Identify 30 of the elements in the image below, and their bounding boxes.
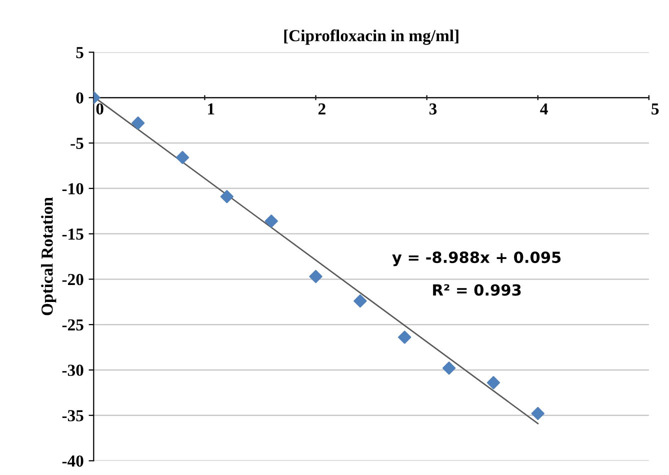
x-tick-label: 5 — [652, 104, 659, 115]
point — [531, 406, 544, 420]
y-tick-label: -40 — [62, 455, 84, 467]
x-tick-label: 0 — [96, 103, 104, 115]
y-tick-label: 5 — [76, 47, 84, 58]
point — [398, 330, 412, 344]
point — [442, 362, 456, 375]
y-axis-title: Optical Rotation — [41, 197, 56, 316]
x-tick-label: 2 — [318, 103, 326, 114]
annotation: R² = 0.993 — [433, 284, 521, 296]
point — [220, 190, 234, 204]
y-tick-label: 0 — [76, 92, 84, 104]
y-tick-label: -30 — [62, 364, 84, 376]
y-tick-label: -25 — [62, 319, 84, 331]
y-tick-label: -10 — [62, 183, 84, 194]
point — [486, 376, 500, 390]
annotation: y = -8.988x + 0.095 — [392, 252, 561, 266]
chart-title: [Ciprofloxacin in mg/ml] — [284, 29, 458, 45]
point — [176, 150, 190, 164]
y-tick-label: -20 — [62, 274, 84, 286]
point — [309, 270, 322, 284]
point — [131, 116, 145, 130]
x-tick-label: 1 — [208, 103, 214, 114]
y-tick-label: -15 — [62, 228, 84, 240]
y-tick-label: -5 — [70, 138, 84, 149]
y-tick-label: -35 — [62, 410, 84, 422]
point — [354, 294, 367, 308]
point — [264, 214, 278, 228]
x-tick-label: 4 — [540, 103, 548, 114]
x-tick-label: 3 — [429, 103, 437, 115]
